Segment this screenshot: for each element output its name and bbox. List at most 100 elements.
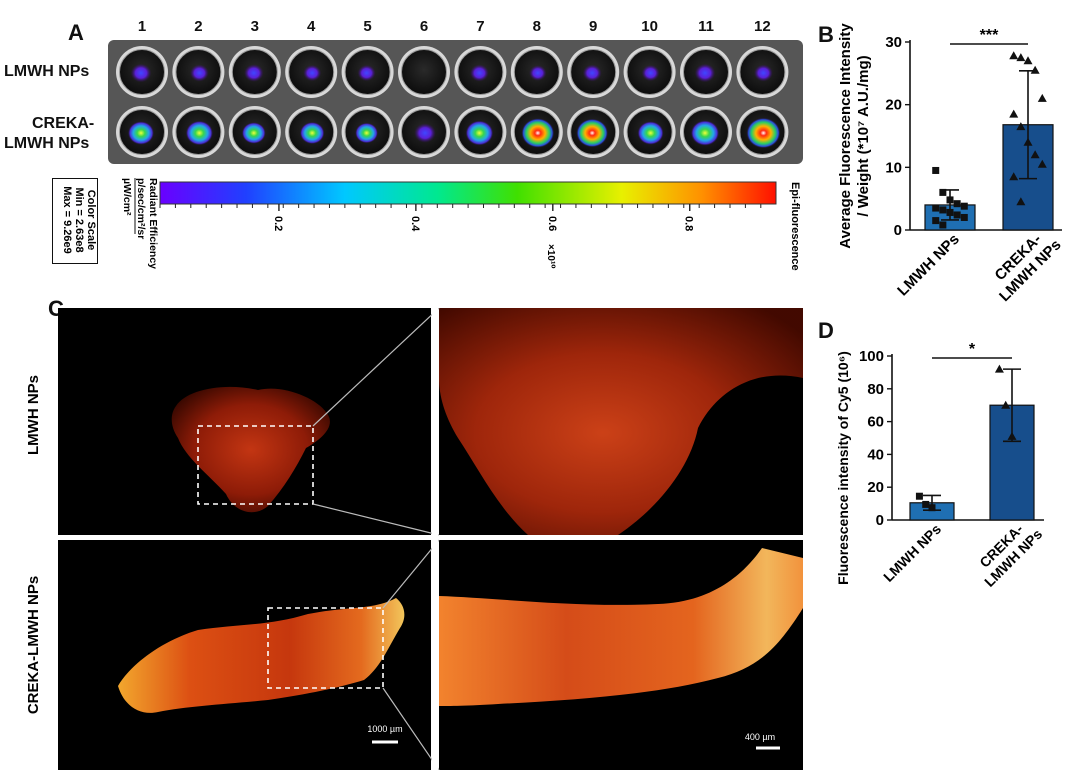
data-point: [946, 196, 954, 204]
panel-c-row1-label: LMWH NPs: [25, 375, 42, 455]
well-r2-c5: [341, 106, 394, 158]
y-axis-label-line1: Average Fluorescence Intensity: [837, 23, 854, 249]
y-tick-label: 100: [859, 348, 884, 365]
colorbar-tick-label: 0.8: [683, 216, 695, 231]
row-label-creka-line2: LMWH NPs: [4, 135, 90, 152]
data-point: [1016, 53, 1026, 62]
well-signal-r2-c7: [465, 120, 494, 146]
data-point: [928, 504, 936, 512]
well-r2-c1: [116, 106, 168, 158]
y-tick-label: 60: [867, 414, 884, 431]
data-point: [953, 200, 961, 208]
panel-a-letter: A: [68, 20, 84, 45]
well-column-number-10: 10: [641, 18, 658, 35]
well-r2-c3: [228, 106, 281, 158]
data-point: [960, 213, 968, 221]
well-signal-r1-c7: [469, 64, 489, 82]
data-point: [1009, 51, 1019, 60]
scale-bar-right-label: 400 µm: [745, 732, 775, 742]
epi-fluorescence-label: Epi-fluorescence: [789, 182, 801, 271]
color-scale-bar: 0.2 0.4 0.6 0.8 Epi-fluorescence ×10¹⁰: [159, 181, 801, 271]
well-signal-r1-c3: [244, 64, 264, 82]
well-column-number-6: 6: [419, 18, 429, 35]
data-point: [1023, 56, 1033, 65]
data-point: [932, 166, 940, 174]
well-column-number-11: 11: [698, 18, 714, 35]
well-r2-c9: [567, 106, 620, 158]
significance-label: *: [969, 341, 976, 358]
color-scale-max: Max = 9.26e9: [61, 186, 73, 254]
data-point: [1001, 400, 1011, 409]
well-signal-r1-c11: [694, 63, 716, 83]
data-point: [1030, 65, 1040, 74]
color-scale-min: Min = 2.63e8: [73, 187, 85, 252]
y-axis-label-line2: / Weight (*10⁷ A.U./mg): [855, 55, 872, 216]
well-column-number-8: 8: [532, 18, 541, 35]
well-column-number-12: 12: [754, 18, 771, 35]
well-r2-c2: [172, 106, 225, 158]
well-r1-c5: [341, 46, 394, 98]
data-point: [1009, 172, 1019, 181]
creka-zoom-box: [267, 607, 384, 689]
x-tick-label-1: LMWH NPs: [880, 521, 944, 585]
colorbar-tick-label: 0.6: [546, 216, 558, 231]
data-point: [994, 364, 1004, 373]
data-point: [939, 206, 947, 214]
data-point: [1037, 93, 1047, 102]
y-tick-label: 20: [885, 97, 902, 114]
well-signal-r2-c12: [746, 117, 781, 149]
panel-d-letter: D: [818, 318, 834, 343]
data-point: [939, 188, 947, 196]
x-tick-label-1: LMWH NPs: [894, 231, 963, 300]
panel-c-row-labels: LMWH NPs CREKA-LMWH NPs: [25, 375, 42, 714]
color-scale-unit-label: Radiant Efficiency p/sec/cm²/sr µW/cm²: [121, 178, 158, 269]
well-signal-r1-c12: [753, 64, 773, 82]
color-scale-legend-box: [52, 178, 98, 264]
data-point: [1007, 431, 1017, 440]
well-r2-c6: [398, 106, 450, 158]
row-label-lmwh: LMWH NPs: [4, 63, 90, 80]
well-r1-c11: [680, 46, 732, 98]
color-scale-title: Color Scale: [85, 190, 97, 251]
well-r2-c8: [510, 106, 563, 158]
well-column-number-9: 9: [589, 18, 598, 35]
well-r1-c10: [623, 46, 676, 98]
well-signal-r1-c1: [130, 63, 152, 83]
well-signal-r2-c2: [185, 120, 213, 146]
data-point: [953, 211, 961, 219]
well-signal-r1-c8: [529, 65, 547, 81]
well-column-numbers: 1 2 3 4 5 6 7 8 9 10 11 12: [0, 18, 810, 38]
zoom-connector-bottom-a: [382, 539, 440, 609]
data-point: [1016, 122, 1026, 131]
data-point: [1023, 137, 1033, 146]
well-r1-c3: [228, 46, 281, 98]
row-label-creka-line1: CREKA-: [32, 115, 95, 132]
well-signal-r2-c6: [414, 123, 436, 143]
well-r2-c11: [680, 106, 732, 158]
y-tick-label: 10: [885, 159, 902, 176]
data-point: [1016, 197, 1026, 206]
lmwh-zoom-tissue: [439, 308, 803, 535]
y-tick-label: 40: [867, 446, 884, 463]
y-axis-label: Fluorescence intensity of Cy5 (10⁶): [835, 351, 851, 585]
well-r2-c4: [285, 106, 338, 158]
unit-line2: p/sec/cm²/sr: [135, 178, 147, 239]
data-point: [932, 217, 940, 225]
significance-label: ***: [980, 27, 999, 44]
y-tick-label: 0: [876, 512, 884, 529]
y-tick-label: 80: [867, 381, 884, 398]
zoom-connector-top-b: [312, 503, 440, 536]
creka-zoom-tissue: [439, 548, 803, 706]
panel-c-row2-label: CREKA-LMWH NPs: [25, 576, 42, 714]
well-r1-c12: [736, 46, 789, 98]
well-r1-c2: [172, 46, 225, 98]
well-column-number-1: 1: [137, 18, 147, 35]
well-signal-r2-c1: [127, 121, 155, 145]
well-signal-r2-c9: [576, 118, 608, 148]
y-tick-label: 20: [867, 479, 884, 496]
colorbar-tick-label: 0.2: [272, 216, 284, 231]
well-column-number-2: 2: [194, 18, 203, 35]
creka-tissue-region: [118, 598, 405, 713]
well-column-number-7: 7: [476, 18, 485, 35]
well-r1-c4: [285, 46, 338, 98]
